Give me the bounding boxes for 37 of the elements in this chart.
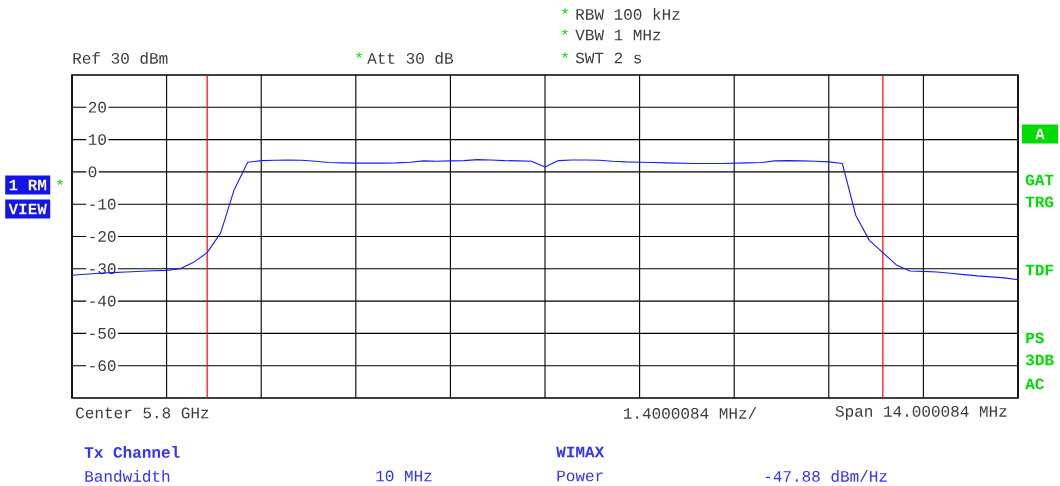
- text: Bandwidth: [85, 470, 170, 482]
- text: VIEW: [8, 203, 47, 215]
- y-tick-label: -50: [90, 327, 116, 339]
- text: WIMAX: [556, 446, 605, 458]
- text: PS: [1026, 332, 1044, 344]
- text: VBW 1 MHz: [575, 29, 661, 41]
- text: Span 14.000084 MHz: [835, 405, 1007, 420]
- text: AC: [1025, 378, 1044, 390]
- text: 10 MHz: [376, 470, 432, 482]
- text: -47.88 dBm/Hz: [765, 470, 887, 482]
- text: Tx Channel: [84, 446, 180, 458]
- y-tick-label: -10: [90, 198, 116, 210]
- y-tick-label: 10: [88, 134, 106, 146]
- y-tick-label: -30: [90, 263, 116, 275]
- text: Att 30 dB: [367, 52, 454, 64]
- y-tick-label: -20: [90, 231, 116, 242]
- text: *: [562, 8, 568, 14]
- text: 1.4000084 MHz/: [623, 407, 757, 419]
- text: 3DB: [1025, 354, 1054, 366]
- y-tick-label: 20: [88, 101, 106, 113]
- text: 1 RM: [9, 179, 47, 191]
- text: *: [356, 52, 362, 58]
- text: *: [562, 52, 568, 58]
- text: *: [57, 179, 63, 185]
- text: TRG: [1025, 196, 1054, 208]
- text: Power: [557, 470, 603, 482]
- text: Ref 30 dBm: [73, 52, 168, 64]
- text: SWT 2 s: [575, 52, 642, 64]
- y-tick-label: -60: [90, 360, 116, 372]
- y-tick-label: -40: [90, 295, 116, 307]
- y-tick-label: 0: [88, 166, 97, 178]
- text: TDF: [1025, 264, 1054, 276]
- text: *: [562, 29, 568, 35]
- text: GAT: [1025, 174, 1054, 186]
- text: RBW 100 kHz: [576, 8, 680, 20]
- text: A: [1035, 128, 1045, 140]
- text: Center 5.8 GHz: [76, 407, 209, 419]
